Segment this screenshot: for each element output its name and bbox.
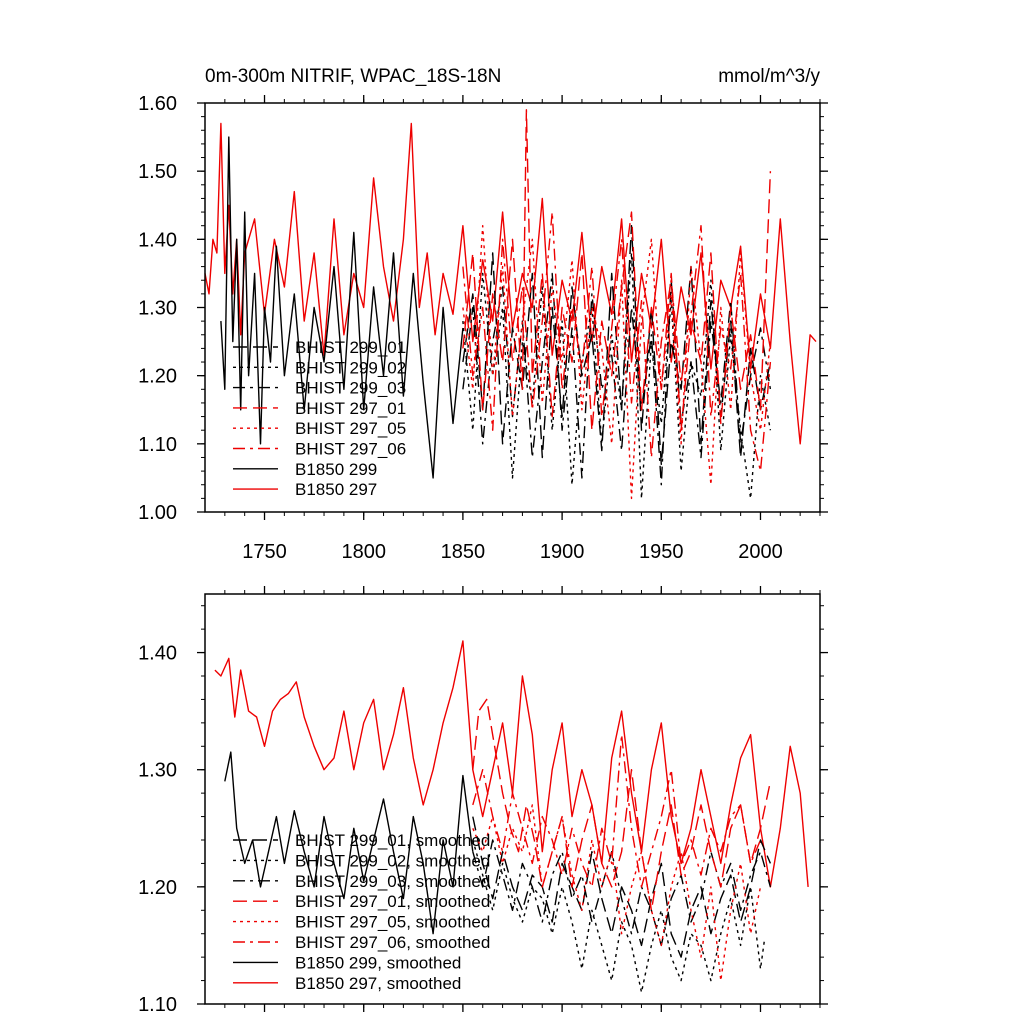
bottom-panel: 1.101.201.301.40 BHIST 299_01, smoothedB…: [138, 586, 828, 1016]
series-line-bhist-297-05: [462, 224, 772, 500]
top-xtick-label: 2000: [738, 541, 783, 563]
top-legend-label: B1850 299: [295, 460, 377, 479]
top-xtick-label: 1900: [540, 541, 585, 563]
bottom-legend-label: B1850 297, smoothed: [295, 974, 461, 993]
top-legend-label: BHIST 299_01: [295, 338, 406, 357]
bottom-legend-label: BHIST 299_02, smoothed: [295, 851, 490, 870]
bottom-plot-frame: [204, 593, 821, 1005]
top-plot-frame: [204, 102, 821, 513]
series-line-bhist-299-02: [462, 252, 772, 500]
top-ytick-label: 1.40: [138, 229, 177, 251]
bottom-legend-label: BHIST 297_01, smoothed: [295, 892, 490, 911]
bottom-series-group: [214, 640, 809, 993]
bottom-ytick-label: 1.20: [138, 877, 177, 899]
series-line-bhist-297-06: [462, 211, 772, 472]
top-ytick-label: 1.00: [138, 502, 177, 524]
bottom-legend-label: BHIST 297_06, smoothed: [295, 933, 490, 952]
series-line-b1850-299: [220, 136, 464, 479]
series-line-bhist-297-06-smoothed: [472, 733, 762, 888]
series-line-bhist-299-01-smoothed: [472, 816, 772, 958]
top-ytick-label: 1.50: [138, 161, 177, 183]
top-series-group: [204, 109, 817, 500]
top-title: 0m-300m NITRIF, WPAC_18S-18N: [205, 66, 501, 87]
series-line-bhist-299-02-smoothed: [472, 839, 766, 993]
series-line-bhist-299-03: [462, 272, 772, 486]
bottom-legend-label: B1850 299, smoothed: [295, 953, 461, 972]
bottom-ytick-label: 1.10: [138, 994, 177, 1016]
top-ytick-label: 1.20: [138, 366, 177, 388]
top-legend-label: BHIST 297_01: [295, 399, 406, 418]
top-units: mmol/m^3/y: [718, 66, 820, 87]
bottom-legend-label: BHIST 297_05, smoothed: [295, 913, 490, 932]
series-line-b1850-299-smoothed: [224, 751, 474, 935]
top-xtick-label: 1950: [639, 541, 684, 563]
top-legend-label: BHIST 297_06: [295, 440, 406, 459]
series-line-bhist-297-05-smoothed: [472, 804, 762, 982]
top-ytick-label: 1.10: [138, 434, 177, 456]
series-line-bhist-297-01: [462, 109, 772, 431]
bottom-legend-label: BHIST 299_01, smoothed: [295, 831, 490, 850]
top-xtick-label: 1850: [441, 541, 486, 563]
bottom-ytick-label: 1.30: [138, 760, 177, 782]
series-line-b1850-297-smoothed: [214, 640, 809, 888]
top-ytick-label: 1.30: [138, 298, 177, 320]
top-xtick-label: 1750: [242, 541, 287, 563]
top-panel: 0m-300m NITRIF, WPAC_18S-18N mmol/m^3/y …: [138, 66, 828, 563]
bottom-legend-label: BHIST 299_03, smoothed: [295, 872, 490, 891]
top-legend-label: BHIST 299_02: [295, 358, 406, 377]
top-legend-label: BHIST 297_05: [295, 419, 406, 438]
top-legend-label: BHIST 299_03: [295, 379, 406, 398]
top-xtick-label: 1800: [341, 541, 386, 563]
bottom-ytick-label: 1.40: [138, 643, 177, 665]
top-ytick-label: 1.60: [138, 93, 177, 115]
top-legend-label: B1850 297: [295, 480, 377, 499]
series-line-bhist-297-01-smoothed: [472, 698, 772, 911]
